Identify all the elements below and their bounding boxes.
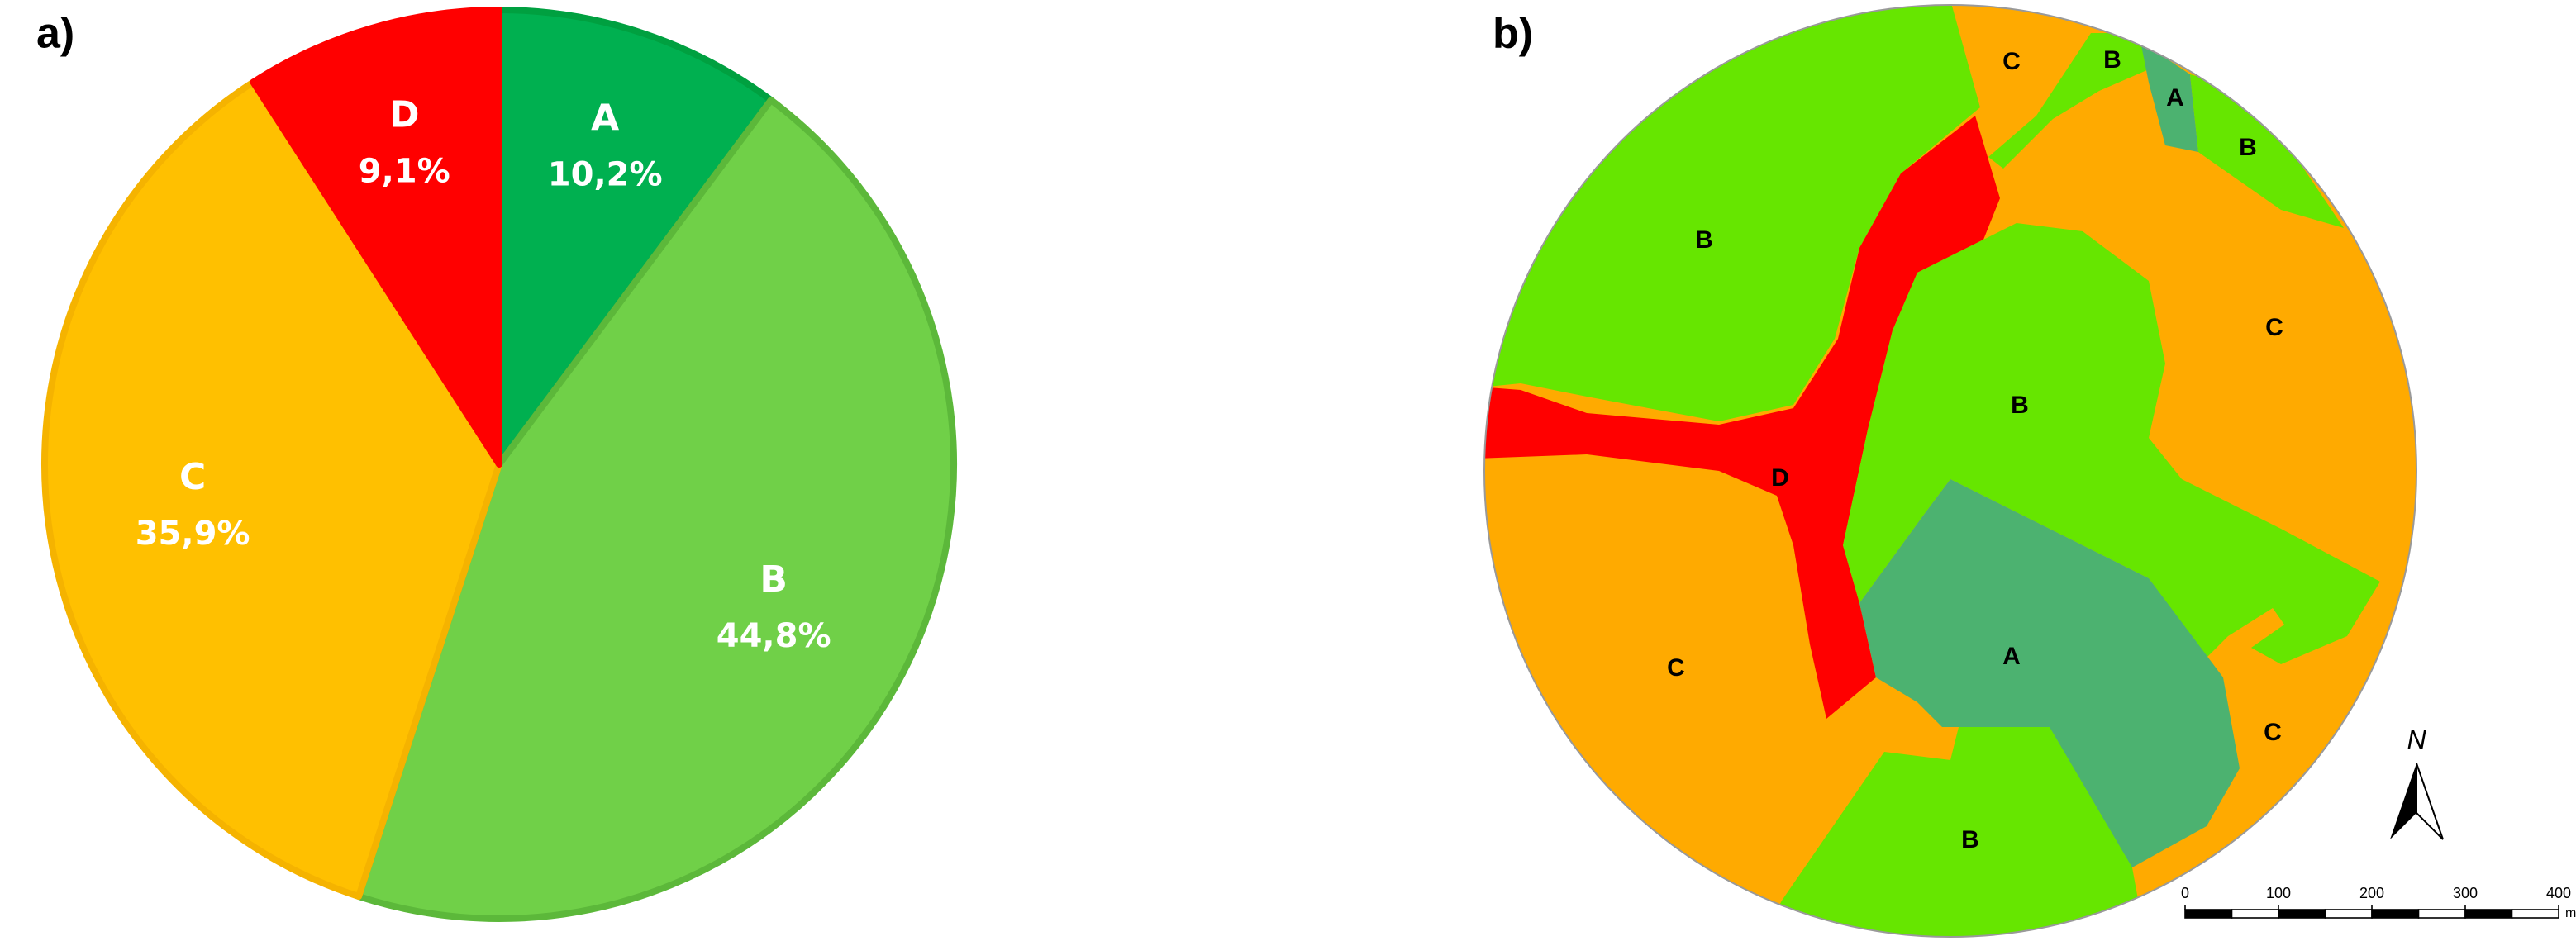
scale-tick-label: 400 (2546, 885, 2571, 901)
pie-chart: A 10,2% B 44,8% C 35,9% D 9,1% (41, 7, 957, 922)
region (1988, 33, 2149, 169)
scale-segment (2278, 909, 2326, 919)
data-label: 9,1% (359, 153, 450, 191)
region (1859, 479, 2240, 867)
slice-category: B (759, 558, 788, 601)
scale-segment (2324, 909, 2373, 919)
north-arrow (2390, 763, 2416, 839)
scale-segment (2231, 909, 2279, 919)
region-label: C (2265, 314, 2283, 341)
scale-tick-label: 0 (2181, 885, 2189, 901)
slice-category: C (179, 456, 206, 498)
region-label: A (2166, 84, 2184, 112)
region-label: C (2002, 48, 2021, 75)
map-regions (1484, 5, 2416, 937)
region (1484, 116, 2000, 719)
panel-label: a) (36, 10, 74, 58)
data-label: 44,8% (717, 617, 831, 655)
scale-segment (2417, 909, 2466, 919)
scale-tick-label: 300 (2453, 885, 2478, 901)
scale-segment (2371, 909, 2420, 919)
data-label: 35,9% (136, 515, 250, 553)
pie-slice (250, 7, 502, 468)
region-label: A (2002, 643, 2021, 670)
region (2190, 74, 2344, 228)
north-label: N (2407, 725, 2426, 754)
region-label: D (1771, 464, 1789, 492)
slice-category: A (591, 97, 619, 140)
slice-category: D (389, 94, 420, 136)
pie-slice (355, 97, 957, 922)
data-label: 10,2% (548, 156, 663, 194)
scale-segment (2511, 909, 2559, 919)
region-label: C (1667, 654, 1685, 682)
scale-segment (2464, 909, 2513, 919)
scale-unit: m (2565, 906, 2576, 920)
panel-label: b) (1493, 10, 1533, 58)
north-arrow (2416, 763, 2444, 840)
region-label: B (1695, 226, 1713, 254)
region (1843, 223, 2380, 664)
pie-slice (496, 7, 774, 468)
pie-slice (41, 78, 502, 901)
scale-tick-label: 200 (2359, 885, 2384, 901)
scale-bar: 0 100 200 300 400 m (2181, 885, 2576, 920)
map-border (1483, 4, 2417, 938)
region-label: B (2103, 46, 2121, 74)
scale-tick-label: 100 (2266, 885, 2291, 901)
region-label: B (1961, 826, 1979, 853)
region-label: C (2264, 719, 2282, 746)
region (2140, 41, 2198, 152)
scale-segment (2184, 909, 2233, 919)
map: b) N 0 100 200 300 400 m C B A B B C B D C A C B (1483, 4, 2576, 938)
region (1752, 727, 2149, 937)
region-label: B (2239, 134, 2257, 161)
region-label: B (2011, 392, 2029, 419)
